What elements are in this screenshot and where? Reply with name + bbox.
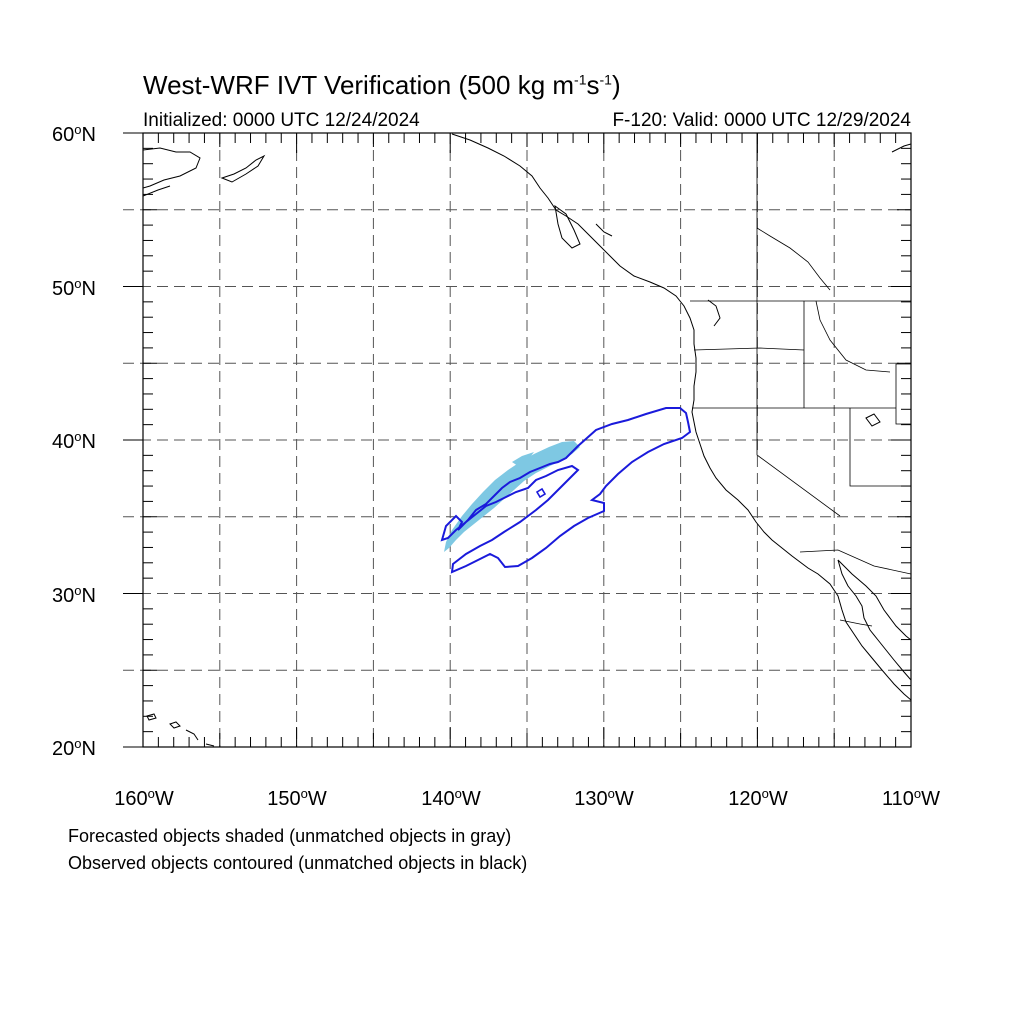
valid-time-label: F-120: Valid: 0000 UTC 12/29/2024 <box>612 110 911 131</box>
lon-label-150w: 150oW <box>267 786 327 810</box>
lon-label-160w: 160oW <box>114 786 174 810</box>
lon-label-110w: 110oW <box>881 786 941 810</box>
coastlines <box>143 133 911 747</box>
legend-forecast-note: Forecasted objects shaded (unmatched obj… <box>68 826 512 846</box>
lat-label-30n: 30oN <box>52 583 96 607</box>
lat-label-20n: 20oN <box>52 736 96 760</box>
map-frame <box>142 132 912 748</box>
init-time-label: Initialized: 0000 UTC 12/24/2024 <box>143 110 420 131</box>
observed-ivt-contour-island <box>535 487 547 499</box>
lat-label-60n: 60oN <box>52 122 96 146</box>
map-title: West-WRF IVT Verification (500 kg m-1s-1… <box>143 70 621 100</box>
legend-observed-note: Observed objects contoured (unmatched ob… <box>68 853 528 873</box>
lat-label-40n: 40oN <box>52 429 96 453</box>
map-gridlines <box>123 133 911 747</box>
lon-label-140w: 140oW <box>421 786 481 810</box>
axis-ticks <box>123 132 912 748</box>
forecast-ivt-object-tail <box>512 452 534 466</box>
lat-label-50n: 50oN <box>52 276 96 300</box>
lon-label-130w: 130oW <box>574 786 634 810</box>
observed-ivt-contour <box>440 407 692 574</box>
lon-label-120w: 120oW <box>728 786 788 810</box>
forecast-ivt-object <box>444 441 580 552</box>
political-boundaries <box>690 133 911 627</box>
